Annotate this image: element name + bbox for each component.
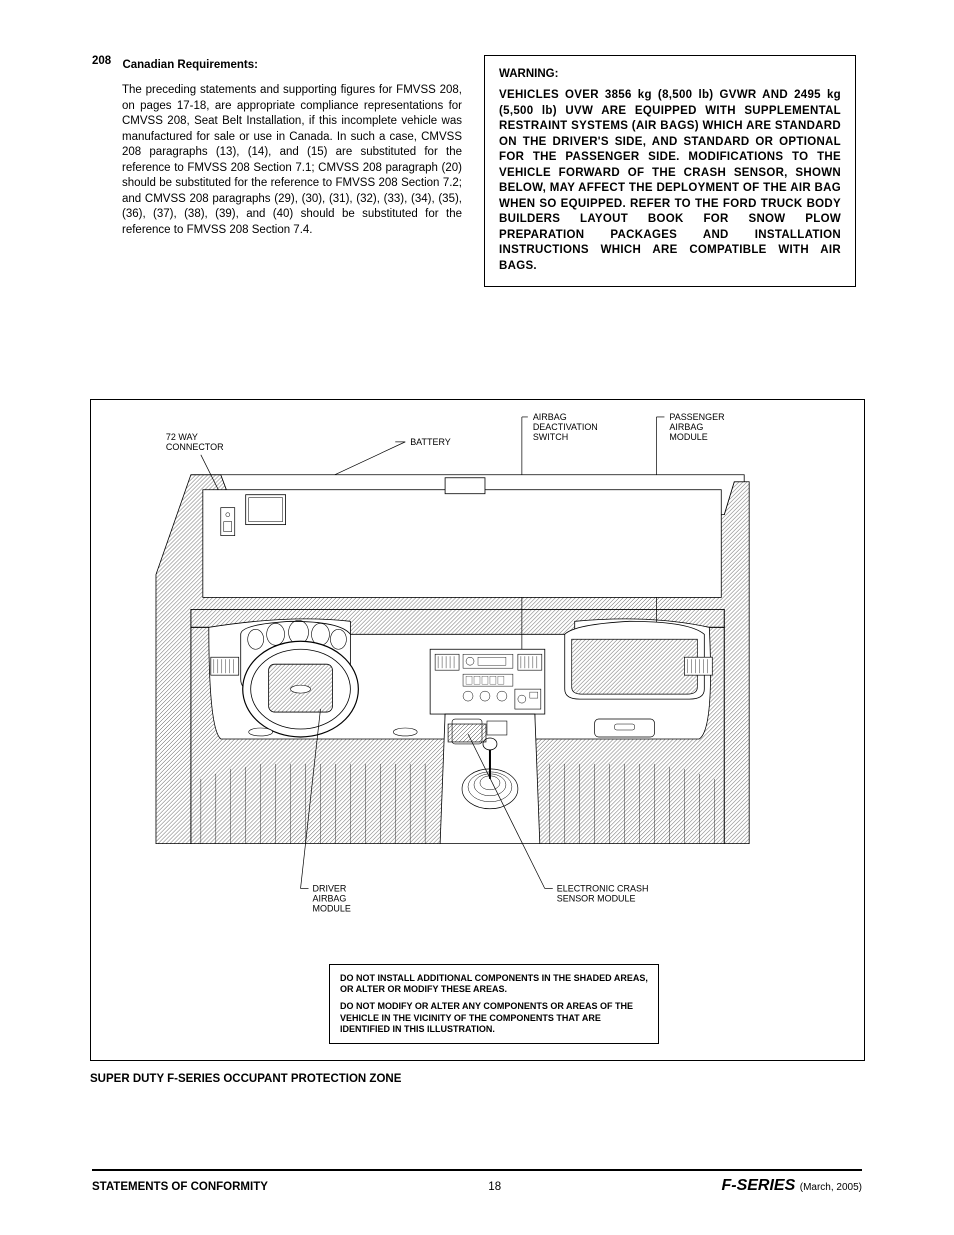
label-battery: BATTERY — [410, 437, 451, 447]
page-footer: STATEMENTS OF CONFORMITY 18 F-SERIES (Ma… — [92, 1169, 862, 1195]
label-crash-sensor: ELECTRONIC CRASHSENSOR MODULE — [557, 884, 649, 904]
section-title: Canadian Requirements: — [122, 59, 257, 71]
footer-section: STATEMENTS OF CONFORMITY — [92, 1181, 268, 1193]
warning-box: WARNING: VEHICLES OVER 3856 kg (8,500 lb… — [484, 55, 856, 287]
page-number: 18 — [488, 1181, 501, 1193]
label-driver: DRIVERAIRBAGMODULE — [313, 884, 351, 914]
footer-series: F-SERIES (March, 2005) — [721, 1177, 862, 1195]
warning-text: VEHICLES OVER 3856 kg (8,500 lb) GVWR AN… — [499, 88, 841, 274]
warning-title: WARNING: — [499, 68, 841, 80]
label-deactivation: AIRBAGDEACTIVATIONSWITCH — [533, 412, 598, 442]
section-number: 208 — [92, 55, 118, 67]
body-text: The preceding statements and supporting … — [122, 83, 462, 238]
diagram-title: SUPER DUTY F-SERIES OCCUPANT PROTECTION … — [90, 1073, 862, 1085]
diagram-figure: 72 WAYCONNECTOR BATTERY AIRBAGDEACTIVATI… — [90, 399, 865, 1061]
label-connector: 72 WAYCONNECTOR — [166, 432, 224, 452]
diagram-caption: DO NOT INSTALL ADDITIONAL COMPONENTS IN … — [329, 964, 659, 1044]
label-passenger: PASSENGERAIRBAGMODULE — [669, 412, 725, 442]
